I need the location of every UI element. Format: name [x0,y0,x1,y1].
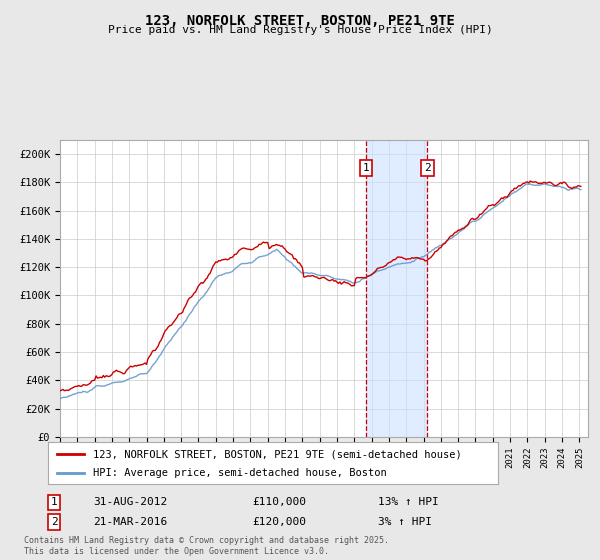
Text: HPI: Average price, semi-detached house, Boston: HPI: Average price, semi-detached house,… [93,468,387,478]
Text: 2: 2 [50,517,58,527]
Text: 1: 1 [362,164,369,173]
Text: Contains HM Land Registry data © Crown copyright and database right 2025.
This d: Contains HM Land Registry data © Crown c… [24,536,389,556]
Text: 2: 2 [424,164,431,173]
Text: 1: 1 [50,497,58,507]
Text: 21-MAR-2016: 21-MAR-2016 [93,517,167,527]
Text: 13% ↑ HPI: 13% ↑ HPI [378,497,439,507]
Text: 123, NORFOLK STREET, BOSTON, PE21 9TE (semi-detached house): 123, NORFOLK STREET, BOSTON, PE21 9TE (s… [93,449,462,459]
Text: 123, NORFOLK STREET, BOSTON, PE21 9TE: 123, NORFOLK STREET, BOSTON, PE21 9TE [145,14,455,28]
Text: £120,000: £120,000 [252,517,306,527]
Bar [366,140,427,437]
Text: £110,000: £110,000 [252,497,306,507]
Text: 3% ↑ HPI: 3% ↑ HPI [378,517,432,527]
Text: Price paid vs. HM Land Registry's House Price Index (HPI): Price paid vs. HM Land Registry's House … [107,25,493,35]
Text: 31-AUG-2012: 31-AUG-2012 [93,497,167,507]
